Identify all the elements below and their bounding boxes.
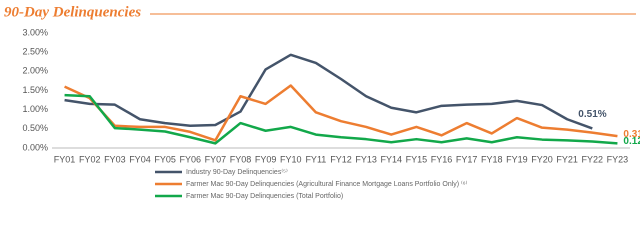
x-tick-label: FY16 bbox=[431, 154, 453, 164]
series-line bbox=[64, 93, 618, 145]
y-tick-label: 0.50% bbox=[22, 123, 48, 133]
y-tick-label: 2.00% bbox=[22, 66, 48, 76]
x-tick-label: FY05 bbox=[154, 154, 176, 164]
x-tick-label: FY04 bbox=[129, 154, 151, 164]
x-tick-label: FY09 bbox=[255, 154, 277, 164]
y-tick-label: 1.50% bbox=[22, 85, 48, 95]
x-tick-label: FY10 bbox=[280, 154, 302, 164]
x-tick-label: FY14 bbox=[381, 154, 403, 164]
y-tick-label: 3.00% bbox=[22, 27, 48, 37]
chart: 90-Day Delinquencies 0.00% 0.50% 1.00% 1.50… bbox=[4, 4, 640, 200]
x-tick-label: FY20 bbox=[531, 154, 553, 164]
value-label: 0.51% bbox=[578, 109, 606, 120]
x-tick-label: FY15 bbox=[406, 154, 428, 164]
y-tick-label: 1.00% bbox=[22, 104, 48, 114]
series-line bbox=[64, 84, 618, 142]
x-tick-label: FY01 bbox=[54, 154, 76, 164]
y-tick-label: 0.00% bbox=[22, 142, 48, 152]
x-tick-label: FY08 bbox=[230, 154, 252, 164]
x-tick-label: FY13 bbox=[355, 154, 377, 164]
x-tick-label: FY03 bbox=[104, 154, 126, 164]
value-label: 0.31% bbox=[623, 129, 640, 140]
page: 90-Day Delinquencies 0.00% 0.50% 1.00% 1.50… bbox=[4, 4, 640, 200]
x-tick-label: FY07 bbox=[205, 154, 227, 164]
x-tick-label: FY12 bbox=[330, 154, 352, 164]
x-tick-label: FY17 bbox=[456, 154, 478, 164]
x-tick-label: FY18 bbox=[481, 154, 503, 164]
legend-label: Farmer Mac 90-Day Delinquencies (Total P… bbox=[186, 193, 343, 200]
chart-title: 90-Day Delinquencies bbox=[4, 4, 141, 20]
x-tick-label: FY21 bbox=[556, 154, 578, 164]
x-tick-label: FY23 bbox=[607, 154, 629, 164]
legend-label: Industry 90-Day Delinquencies⁽⁵⁾ bbox=[186, 168, 288, 176]
legend-label: Farmer Mac 90-Day Delinquencies (Agricul… bbox=[186, 180, 468, 188]
value-label: 0.12% bbox=[623, 136, 640, 147]
x-tick-label: FY19 bbox=[506, 154, 528, 164]
x-tick-label: FY06 bbox=[179, 154, 201, 164]
y-tick-label: 2.50% bbox=[22, 47, 48, 57]
x-tick-label: FY11 bbox=[305, 154, 326, 164]
x-tick-label: FY22 bbox=[582, 154, 604, 164]
x-tick-label: FY02 bbox=[79, 154, 101, 164]
series-line bbox=[64, 53, 593, 130]
